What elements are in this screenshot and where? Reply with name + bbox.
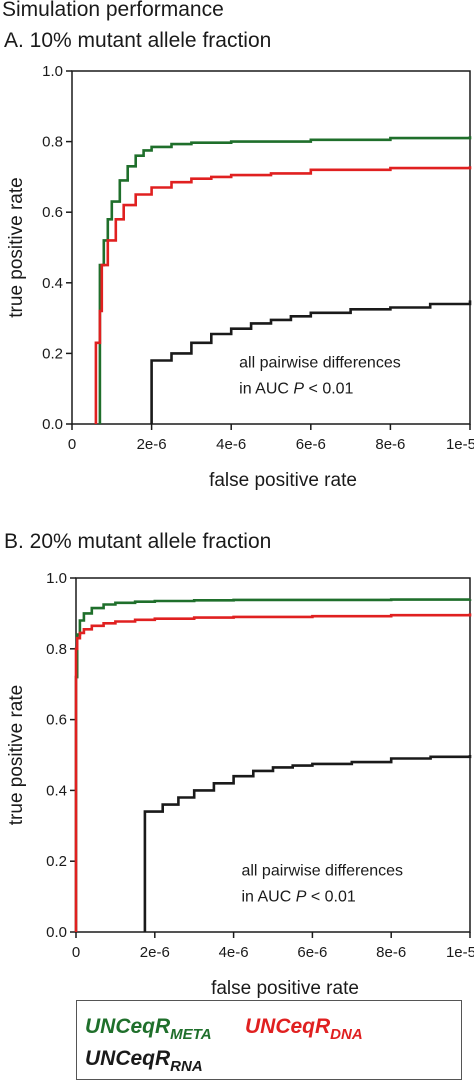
x-tick-label: 8e-6: [376, 944, 406, 961]
y-tick-label: 0.8: [42, 134, 63, 151]
x-tick-label: 4e-6: [219, 944, 249, 961]
annotation-line-1: all pairwise differences: [241, 862, 403, 879]
legend-item-rna: UNCeqRRNA: [85, 1048, 203, 1074]
chart-panel-b: 0.0 0.2 0.4 0.6 0.8 1.0 0 2e-6 4e-6 6e-6 8e-6 1e-5 f…: [6, 570, 474, 999]
x-tick-label: 2e-6: [140, 944, 170, 961]
x-tick-label: 6e-6: [296, 436, 326, 453]
annotation-p-symbol: P: [293, 381, 304, 398]
x-tick-label: 2e-6: [137, 436, 167, 453]
series-line-dna: [74, 613, 472, 932]
x-tick-label: 6e-6: [297, 944, 327, 961]
series-line-rna: [143, 755, 472, 932]
legend-meta-subscript: META: [170, 1026, 212, 1043]
y-tick-label: 0.4: [46, 782, 67, 799]
x-axis-label: false positive rate: [211, 978, 359, 999]
chart-panel-a: 0.0 0.2 0.4 0.6 0.8 1.0 0 2e-6 4e-6 6e-6 8e-6 1e-5 f…: [6, 63, 474, 491]
y-tick-label: 0.4: [42, 275, 63, 292]
y-tick-label: 0.2: [46, 853, 67, 870]
y-tick-label: 0.6: [42, 204, 63, 221]
series-line-meta: [74, 598, 472, 932]
x-tick-label: 1e-5: [446, 436, 474, 453]
annotation-auc-text: in AUC: [241, 888, 295, 905]
annotation-line-2: in AUC P < 0.01: [241, 888, 355, 905]
y-tick-label: 1.0: [46, 570, 67, 587]
roc-charts: 0.0 0.2 0.4 0.6 0.8 1.0 0 2e-6 4e-6 6e-6 8e-6 1e-5 f…: [6, 63, 474, 999]
y-tick-label: 0.8: [46, 641, 67, 658]
x-tick-label: 1e-5: [446, 944, 474, 961]
legend-dna-label: UNCeqR: [245, 1015, 331, 1038]
legend-rna-label: UNCeqR: [85, 1047, 171, 1070]
x-tick-label: 0: [72, 944, 80, 961]
y-axis-label: true positive rate: [6, 685, 27, 825]
legend-rna-subscript: RNA: [170, 1058, 203, 1075]
x-tick-label: 0: [68, 436, 76, 453]
chart-legend: UNCeqRMETA UNCeqRDNA UNCeqRRNA: [76, 1000, 462, 1080]
annotation-line-1: all pairwise differences: [239, 355, 401, 372]
series-line-rna: [150, 300, 472, 424]
annotation-p-value: < 0.01: [306, 888, 355, 905]
legend-dna-subscript: DNA: [330, 1026, 363, 1043]
x-axis-label: false positive rate: [209, 470, 357, 491]
panel-a-title: A. 10% mutant allele fraction: [4, 29, 272, 52]
figure-title: Simulation performance: [2, 0, 224, 21]
annotation-auc-text: in AUC: [239, 381, 293, 398]
annotation-p-value: < 0.01: [304, 381, 353, 398]
annotation-p-symbol: P: [296, 888, 307, 905]
series-line-dna: [94, 166, 472, 424]
y-tick-label: 1.0: [42, 63, 63, 80]
x-tick-label: 4e-6: [216, 436, 246, 453]
plot-frame: [71, 70, 471, 425]
panel-b-title: B. 20% mutant allele fraction: [4, 530, 272, 553]
legend-item-meta: UNCeqRMETA: [85, 1016, 212, 1042]
y-tick-label: 0.2: [42, 345, 63, 362]
legend-item-dna: UNCeqRDNA: [245, 1016, 363, 1042]
x-tick-label: 8e-6: [375, 436, 405, 453]
annotation-line-2: in AUC P < 0.01: [239, 381, 353, 398]
y-tick-label: 0.6: [46, 712, 67, 729]
y-tick-label: 0.0: [46, 924, 67, 941]
y-axis-label: true positive rate: [6, 177, 27, 317]
series-line-meta: [98, 136, 472, 424]
legend-meta-label: UNCeqR: [85, 1015, 171, 1038]
y-tick-label: 0.0: [42, 416, 63, 433]
